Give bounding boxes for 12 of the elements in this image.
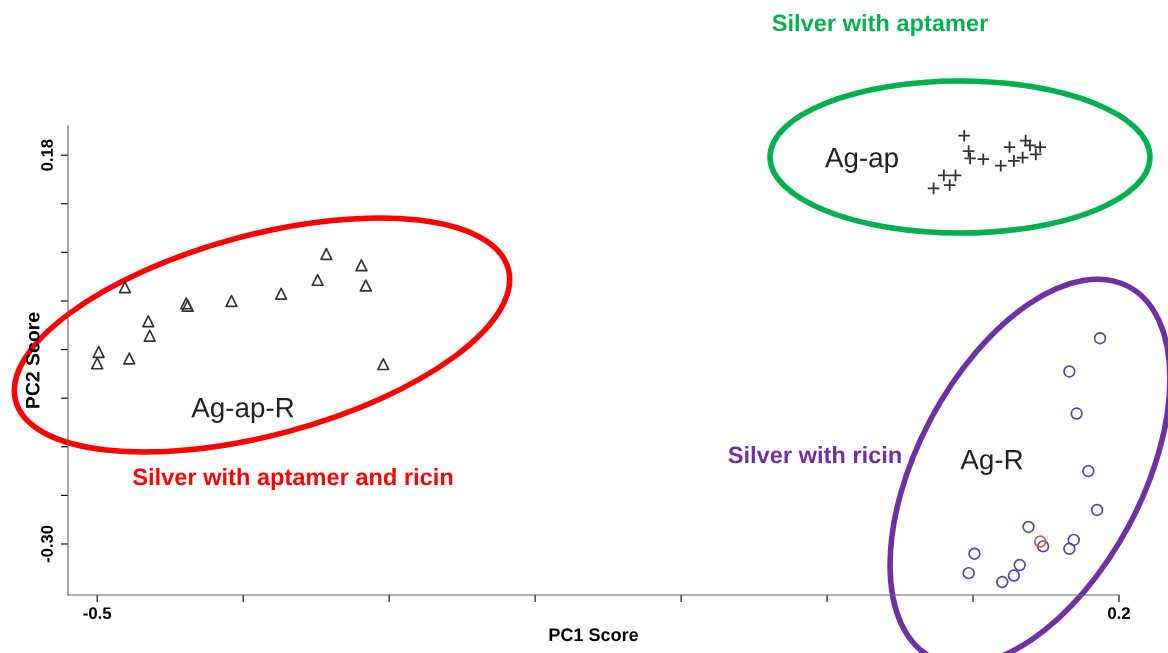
x-tick-label: 0.2 <box>1108 607 1130 620</box>
y-tick-label: 0.18 <box>41 139 53 171</box>
text: Silver with aptamer <box>772 14 988 36</box>
series-label: Ag-R <box>960 450 1023 475</box>
x-tick-label: -0.5 <box>83 607 112 620</box>
y-tick-label: -0.30 <box>41 525 53 563</box>
annotation: Silver with ricin <box>728 445 901 464</box>
y-axis-title: PC2 Score <box>25 312 40 408</box>
text: Ag-ap-R <box>191 398 294 423</box>
annotation: Silver with aptamer and ricin <box>132 467 453 490</box>
x-axis-title: PC1 Score <box>549 628 639 642</box>
series-label: Ag-ap <box>825 148 898 173</box>
